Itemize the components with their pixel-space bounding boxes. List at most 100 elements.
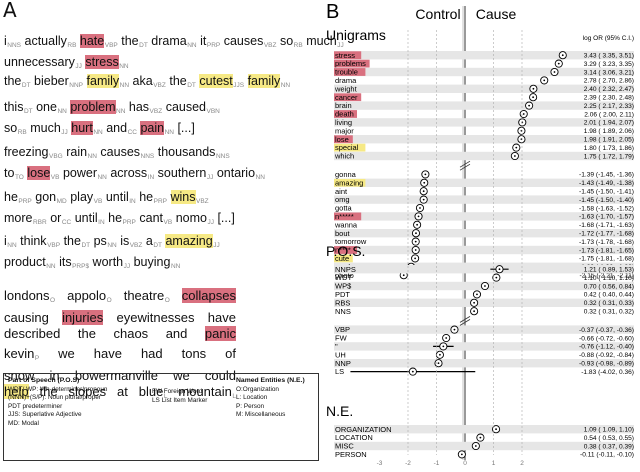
point-center (439, 353, 441, 356)
row-label: gonna (335, 170, 357, 179)
token-word: freezing (4, 145, 49, 159)
token-word: one (36, 100, 57, 114)
point-center (442, 345, 445, 348)
token-word: buying (133, 255, 171, 269)
row-stripe (334, 425, 634, 434)
token: iNNS (4, 34, 21, 49)
token: [...] (177, 121, 194, 135)
token-word: injuries (62, 309, 104, 325)
label-highlight (334, 254, 353, 263)
token-word: bowermanville (74, 367, 158, 383)
token: untilIN (74, 211, 105, 226)
point-center (419, 207, 421, 209)
token: help (4, 384, 29, 406)
row-ci-value: -1.68 (-1.71, -1.63) (579, 222, 634, 229)
row-label: gotta (335, 204, 353, 213)
row-ci-value: -2.15 (-2.21, -2.11) (580, 273, 635, 280)
forest-plot: B Control Cause log OR (95% C.I.) Unigrams st… (326, 1, 635, 467)
token: dramaNN (151, 34, 196, 49)
row-label: FW (335, 334, 348, 343)
token-word: [...] (177, 121, 195, 135)
token: productNN (4, 255, 56, 270)
token: eyewitnesses (117, 310, 195, 327)
token: theDT (121, 34, 148, 49)
pos-paragraph: thisDT oneNN problemNN hasVBZ causedVBN s… (4, 99, 220, 141)
point-center (513, 155, 516, 157)
pos-legend-item: MD: Modal (8, 419, 39, 427)
token-word: or (50, 211, 62, 225)
token: problemNN (70, 100, 126, 115)
pos-tag: PRP (153, 198, 168, 205)
pos-legend-item: JJS: Superlative Adjective (8, 411, 82, 419)
pos-tag: IN (129, 198, 136, 205)
token-word: a (145, 234, 153, 248)
row-ci-value: 2.39 ( 2.30, 2.48) (584, 95, 634, 102)
token-word: blue (138, 384, 164, 400)
paragraph-line: snow in bowermanville we could (4, 368, 236, 385)
pos-tag: RB (67, 42, 77, 49)
pos-tag: VBZ (263, 42, 277, 49)
pos-tag: TO (14, 174, 24, 181)
pos-tag: NN (97, 174, 107, 181)
token: southernJJ (158, 166, 214, 181)
pos-tag: JJ (206, 174, 214, 181)
token-word: lose (27, 166, 51, 180)
row-stripe (334, 178, 634, 187)
row-stripe (334, 195, 634, 204)
token-word: this (4, 100, 24, 114)
pos-tag: VB (163, 219, 173, 226)
ne-tag: O (50, 297, 56, 304)
row-stripe (334, 342, 634, 351)
token: causesVBZ (223, 34, 277, 49)
row-ci-value: -1.45 (-1.50, -1.40) (579, 197, 634, 204)
row-stripe (334, 101, 634, 110)
point-center (460, 453, 463, 456)
token: oneNN (36, 100, 67, 115)
ne-legend-item: L: Location (236, 394, 268, 402)
row-label: LS (335, 367, 344, 376)
token: have (208, 310, 236, 327)
point-center (423, 181, 426, 184)
token-word: kevin (4, 346, 35, 361)
paragraph-line: help the slopes at blueL mountainL (4, 384, 236, 406)
token-word: until (74, 211, 98, 225)
token: hePRP (139, 190, 168, 205)
row-ci-value: 2.25 ( 2.17, 2.33) (584, 103, 634, 110)
row-stripe (334, 245, 634, 255)
panel-b-label: B (326, 1, 339, 23)
row-ci-value: -0.76 (-1.12, -0.40) (579, 344, 634, 351)
row-ci-value: 1.09 ( 1.09, 1.10) (584, 427, 634, 434)
token: playVB (70, 190, 102, 205)
token-word: causes (223, 34, 264, 48)
pos-legend-title: Part of Speech (P.O.S) (8, 377, 80, 384)
paragraph-line: londonsO appoloO theatreO collapses (4, 288, 236, 310)
pos-tag: DT (187, 82, 196, 89)
token-word: problem (70, 100, 116, 114)
token: freezingVBG (4, 145, 63, 160)
point-center (414, 240, 417, 243)
point-center (495, 428, 497, 431)
row-ci-value: 1.98 ( 1.91, 2.05) (584, 137, 634, 144)
row-label: wanna (334, 220, 358, 229)
row-ci-value: -1.72 (-1.77, -1.68) (579, 231, 634, 238)
token: in (50, 368, 60, 385)
row-stripe (334, 51, 634, 60)
pos-legend-item: PDT predeterminer (8, 402, 63, 410)
token-word: we (173, 367, 190, 383)
pos-tag: NN (116, 108, 126, 115)
point-center (402, 274, 405, 277)
ne-legend-title: Named Entities (N.E.) (236, 377, 305, 384)
pos-tag: NN (280, 82, 291, 89)
token: appoloO (67, 288, 112, 310)
section-title: Unigrams (326, 27, 386, 43)
point-center (422, 198, 425, 201)
axis-break (459, 316, 471, 323)
token-word: cant (139, 211, 164, 225)
point-center (515, 146, 518, 149)
row-stripe (334, 67, 634, 77)
row-label: n**** (335, 246, 351, 255)
pos-tag: NN (57, 108, 67, 115)
token-word: is (120, 234, 130, 248)
row-stripe (334, 298, 634, 307)
token-word: think (20, 234, 47, 248)
